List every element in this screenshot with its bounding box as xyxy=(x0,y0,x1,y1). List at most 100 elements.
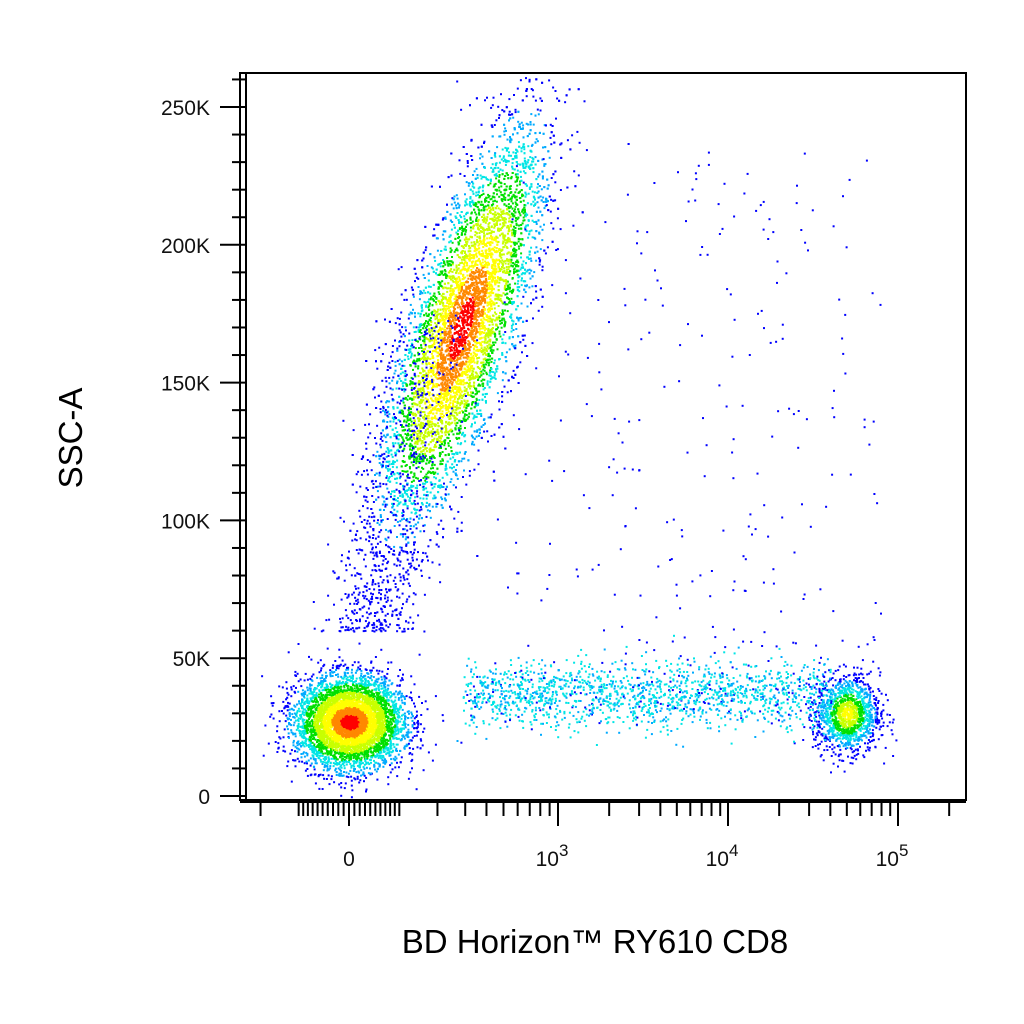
data-point xyxy=(342,752,345,755)
data-point xyxy=(383,676,386,679)
data-point xyxy=(378,763,381,766)
data-point xyxy=(329,669,332,672)
data-point xyxy=(360,747,363,750)
data-point xyxy=(328,743,331,746)
data-point xyxy=(308,740,311,743)
data-point xyxy=(400,694,403,697)
data-point xyxy=(343,753,346,756)
data-point xyxy=(285,687,288,690)
data-point xyxy=(422,769,425,772)
data-point xyxy=(356,759,358,761)
data-point xyxy=(310,728,313,731)
data-point xyxy=(354,701,357,704)
data-point xyxy=(416,714,418,717)
data-point xyxy=(288,717,290,720)
data-point xyxy=(394,721,397,724)
data-point xyxy=(294,750,296,753)
data-point xyxy=(288,722,290,724)
data-point xyxy=(335,774,338,776)
data-point xyxy=(387,668,389,670)
data-point xyxy=(314,762,317,765)
data-point xyxy=(308,721,311,724)
data-point xyxy=(315,762,318,765)
data-point xyxy=(368,741,371,744)
data-point xyxy=(372,754,375,757)
data-point xyxy=(286,709,289,712)
data-point xyxy=(290,707,293,710)
data-point xyxy=(377,739,380,742)
data-point xyxy=(351,687,354,690)
data-point xyxy=(340,715,343,718)
data-point xyxy=(333,781,336,784)
data-point xyxy=(309,757,312,760)
data-point xyxy=(298,729,301,732)
data-point xyxy=(340,782,343,784)
data-point xyxy=(333,729,336,732)
data-point xyxy=(324,742,327,745)
data-point xyxy=(373,755,376,758)
data-point xyxy=(301,689,304,692)
data-point xyxy=(364,760,367,762)
data-point xyxy=(297,690,300,693)
data-point xyxy=(340,744,343,747)
data-point xyxy=(305,726,308,729)
data-point xyxy=(304,711,307,714)
data-point xyxy=(334,763,337,766)
data-point xyxy=(407,710,410,713)
data-point xyxy=(370,669,373,672)
data-point xyxy=(331,671,334,674)
data-point xyxy=(313,773,316,776)
data-point xyxy=(374,722,377,725)
data-point xyxy=(403,698,406,700)
data-point xyxy=(349,691,352,694)
data-point xyxy=(285,698,288,701)
data-point xyxy=(342,745,345,747)
data-point xyxy=(379,713,382,716)
data-point xyxy=(287,732,290,735)
data-point xyxy=(338,693,341,696)
data-point xyxy=(310,698,312,701)
data-point xyxy=(348,757,351,760)
data-point xyxy=(358,718,361,721)
data-point xyxy=(348,675,351,678)
data-point xyxy=(392,701,395,704)
data-point xyxy=(327,711,330,714)
data-point xyxy=(324,700,327,703)
data-point xyxy=(372,727,375,730)
data-point xyxy=(369,669,372,672)
data-point xyxy=(336,749,339,752)
data-point xyxy=(404,723,407,726)
data-point xyxy=(401,692,403,695)
data-point xyxy=(380,684,383,687)
data-point xyxy=(370,679,373,682)
data-point xyxy=(321,754,324,757)
data-point xyxy=(336,738,339,741)
data-point xyxy=(334,760,337,763)
data-point xyxy=(343,787,346,790)
data-point xyxy=(333,724,336,726)
data-point xyxy=(318,787,321,790)
data-point xyxy=(348,715,351,718)
data-point xyxy=(358,705,361,708)
data-point xyxy=(372,739,375,742)
data-point xyxy=(336,673,339,676)
data-point xyxy=(293,704,296,707)
data-point xyxy=(351,668,353,671)
data-point xyxy=(304,693,307,696)
data-point xyxy=(341,724,344,727)
data-point xyxy=(340,766,343,769)
data-point xyxy=(301,760,304,763)
data-point xyxy=(303,742,306,745)
data-point xyxy=(411,724,414,727)
data-point xyxy=(321,682,324,685)
data-point xyxy=(370,675,373,677)
data-point xyxy=(322,774,325,777)
data-point xyxy=(379,719,381,722)
data-point xyxy=(415,734,418,737)
data-point xyxy=(367,686,370,689)
data-point xyxy=(306,754,309,757)
data-point xyxy=(319,696,322,699)
data-point xyxy=(353,691,356,694)
data-point xyxy=(367,772,370,775)
data-point xyxy=(289,752,292,755)
